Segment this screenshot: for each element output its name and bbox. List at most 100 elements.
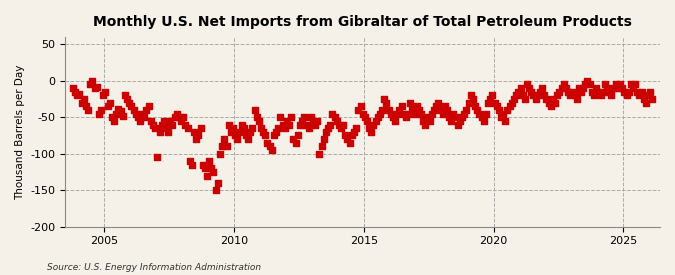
Point (452, 122, 463, 127)
Point (163, 130, 173, 134)
Point (288, 137, 299, 141)
Point (137, 111, 148, 116)
Point (431, 104, 441, 109)
Point (489, 100, 500, 105)
Point (448, 111, 459, 116)
Text: Source: U.S. Energy Information Administration: Source: U.S. Energy Information Administ… (47, 263, 261, 272)
Point (169, 115, 180, 119)
Point (589, 93, 599, 98)
Point (245, 130, 256, 134)
Point (325, 122, 335, 127)
Point (312, 119, 323, 123)
Point (107, 115, 117, 119)
Point (446, 119, 457, 123)
Point (213, 181, 223, 185)
Point (159, 119, 169, 123)
Point (418, 119, 429, 123)
Point (603, 90, 614, 94)
Point (89, 86, 100, 90)
Point (450, 115, 461, 119)
Point (483, 100, 493, 105)
Point (517, 93, 528, 98)
Point (103, 104, 113, 109)
Point (528, 93, 539, 98)
Point (506, 100, 517, 105)
Point (539, 93, 549, 98)
Point (385, 111, 396, 116)
Point (400, 115, 411, 119)
Point (474, 111, 485, 116)
Point (457, 115, 468, 119)
Point (113, 106, 124, 111)
Point (323, 126, 333, 130)
Point (173, 115, 184, 119)
Point (150, 126, 161, 130)
Point (459, 111, 470, 116)
Point (346, 133, 357, 138)
Point (305, 115, 316, 119)
Point (606, 93, 617, 98)
Point (495, 115, 506, 119)
Point (541, 97, 552, 101)
Point (310, 122, 321, 127)
Point (461, 108, 472, 112)
Point (148, 122, 159, 127)
Point (314, 152, 325, 156)
Point (273, 126, 284, 130)
Point (420, 122, 431, 127)
Point (610, 82, 621, 87)
Point (238, 126, 249, 130)
Point (433, 100, 443, 105)
Point (591, 86, 601, 90)
Point (230, 133, 240, 138)
Point (154, 130, 165, 134)
Point (109, 119, 119, 123)
Point (357, 111, 368, 116)
Point (115, 109, 126, 114)
Point (637, 90, 647, 94)
Point (128, 108, 139, 112)
Point (85, 82, 96, 87)
Point (234, 130, 245, 134)
Point (152, 155, 163, 160)
Point (479, 119, 489, 123)
Point (180, 122, 191, 127)
Point (435, 108, 446, 112)
Point (297, 119, 308, 123)
Point (342, 137, 353, 141)
Point (387, 115, 398, 119)
Point (329, 115, 340, 119)
Point (515, 86, 526, 90)
Point (362, 119, 373, 123)
Point (279, 126, 290, 130)
Point (476, 115, 487, 119)
Point (623, 90, 634, 94)
Point (355, 104, 366, 109)
Point (80, 104, 91, 109)
Point (389, 119, 400, 123)
Point (535, 90, 545, 94)
Point (200, 166, 211, 170)
Point (519, 97, 530, 101)
Point (225, 130, 236, 134)
Point (398, 111, 409, 116)
Point (407, 108, 418, 112)
Point (466, 93, 477, 98)
Point (286, 115, 297, 119)
Point (236, 122, 247, 127)
Point (463, 100, 474, 105)
Point (467, 97, 478, 101)
Point (94, 111, 105, 116)
Point (509, 97, 520, 101)
Point (497, 111, 508, 116)
Point (281, 119, 292, 123)
Point (513, 90, 524, 94)
Point (617, 86, 628, 90)
Point (615, 82, 626, 87)
Title: Monthly U.S. Net Imports from Gibraltar of Total Petroleum Products: Monthly U.S. Net Imports from Gibraltar … (93, 15, 632, 29)
Point (275, 115, 286, 119)
Point (472, 108, 483, 112)
Point (502, 108, 513, 112)
Point (531, 97, 541, 101)
Point (130, 111, 141, 116)
